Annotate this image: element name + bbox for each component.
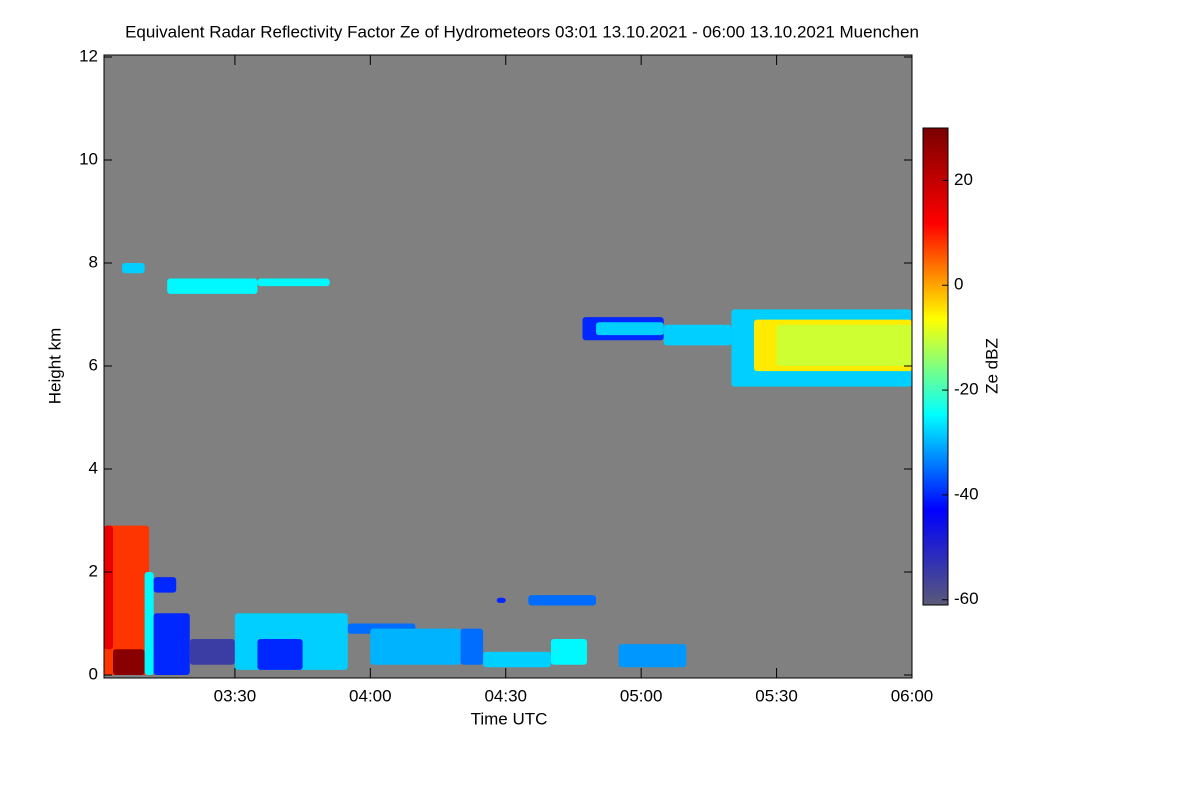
colorbar-tick-label: 20 bbox=[954, 170, 973, 189]
x-tick-label: 04:00 bbox=[349, 686, 392, 705]
colorbar-tick-label: -60 bbox=[954, 589, 979, 608]
echo bbox=[776, 324, 912, 366]
echo bbox=[483, 651, 551, 668]
x-tick-label: 05:00 bbox=[620, 686, 663, 705]
echo bbox=[113, 649, 145, 675]
echo bbox=[460, 628, 484, 665]
echo bbox=[550, 638, 587, 665]
echo bbox=[257, 278, 330, 287]
y-tick-label: 8 bbox=[89, 252, 98, 271]
echo bbox=[370, 628, 461, 665]
y-tick-label: 12 bbox=[79, 46, 98, 65]
y-tick-label: 4 bbox=[89, 458, 98, 477]
echo bbox=[167, 278, 258, 294]
echo bbox=[496, 597, 506, 603]
y-tick-label: 0 bbox=[89, 664, 98, 683]
x-axis-label: Time UTC bbox=[471, 709, 548, 728]
colorbar-tick-label: -20 bbox=[954, 380, 979, 399]
echo bbox=[596, 322, 664, 336]
colorbar-label: Ze dBZ bbox=[982, 338, 1001, 394]
echo-layer bbox=[104, 263, 912, 675]
y-tick-label: 10 bbox=[79, 149, 98, 168]
x-tick-label: 03:30 bbox=[214, 686, 257, 705]
echo bbox=[144, 572, 154, 675]
y-tick-label: 2 bbox=[89, 561, 98, 580]
colorbar-tick-label: -40 bbox=[954, 484, 979, 503]
colorbar-tick-label: 0 bbox=[954, 275, 963, 294]
y-tick-label: 6 bbox=[89, 355, 98, 374]
echo bbox=[663, 324, 732, 346]
x-tick-label: 05:30 bbox=[755, 686, 798, 705]
echo bbox=[153, 577, 177, 593]
y-axis-label: Height km bbox=[45, 328, 64, 405]
x-tick-label: 04:30 bbox=[484, 686, 527, 705]
echo bbox=[189, 638, 235, 665]
chart-title: Equivalent Radar Reflectivity Factor Ze … bbox=[125, 22, 919, 41]
echo bbox=[618, 644, 687, 668]
echo bbox=[122, 263, 145, 274]
x-tick-label: 06:00 bbox=[891, 686, 934, 705]
echo bbox=[257, 638, 303, 670]
colorbar bbox=[922, 127, 949, 606]
echo bbox=[528, 595, 597, 606]
echo bbox=[104, 525, 114, 650]
echo bbox=[153, 613, 190, 675]
echo bbox=[104, 525, 150, 675]
